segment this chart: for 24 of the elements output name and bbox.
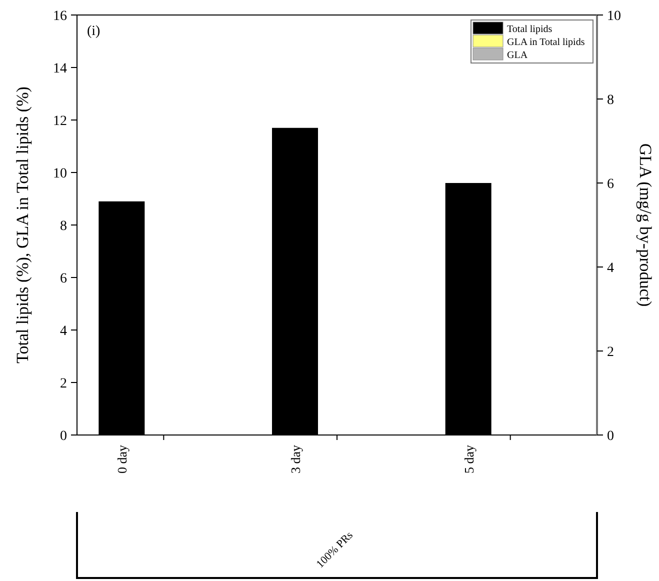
legend-label: Total lipids <box>507 24 552 35</box>
x-tick-label: 0 day <box>114 444 130 474</box>
y2-axis-title: GLA (mg/g by-product) <box>636 143 655 307</box>
legend-label: GLA in Total lipids <box>507 37 585 48</box>
y2-tick-label: 10 <box>607 9 621 24</box>
y-tick-label: 6 <box>60 272 67 286</box>
y2-tick-label: 8 <box>607 93 614 108</box>
y2-tick-label: 6 <box>607 177 614 192</box>
legend-label: GLA <box>507 50 528 61</box>
y2-tick-label: 0 <box>607 429 614 444</box>
x-tick-label: 3 day <box>288 444 303 474</box>
y-tick-label: 16 <box>53 9 67 24</box>
y-tick-label: 8 <box>60 219 67 234</box>
y-tick-label: 0 <box>60 429 67 444</box>
y-tick-label: 10 <box>53 166 67 182</box>
y-axis-title: Total lipids (%), GLA in Total lipids (%) <box>13 86 32 364</box>
y2-tick-label: 4 <box>607 261 614 276</box>
y-tick-label: 12 <box>53 114 67 129</box>
y2-tick-label: 2 <box>607 345 614 360</box>
annotation: (i) <box>87 24 101 39</box>
x-tick-label: 5 day <box>461 444 476 474</box>
y-tick-label: 2 <box>60 376 67 392</box>
y-tick-label: 14 <box>53 62 67 76</box>
y-tick-label: 4 <box>60 324 67 339</box>
